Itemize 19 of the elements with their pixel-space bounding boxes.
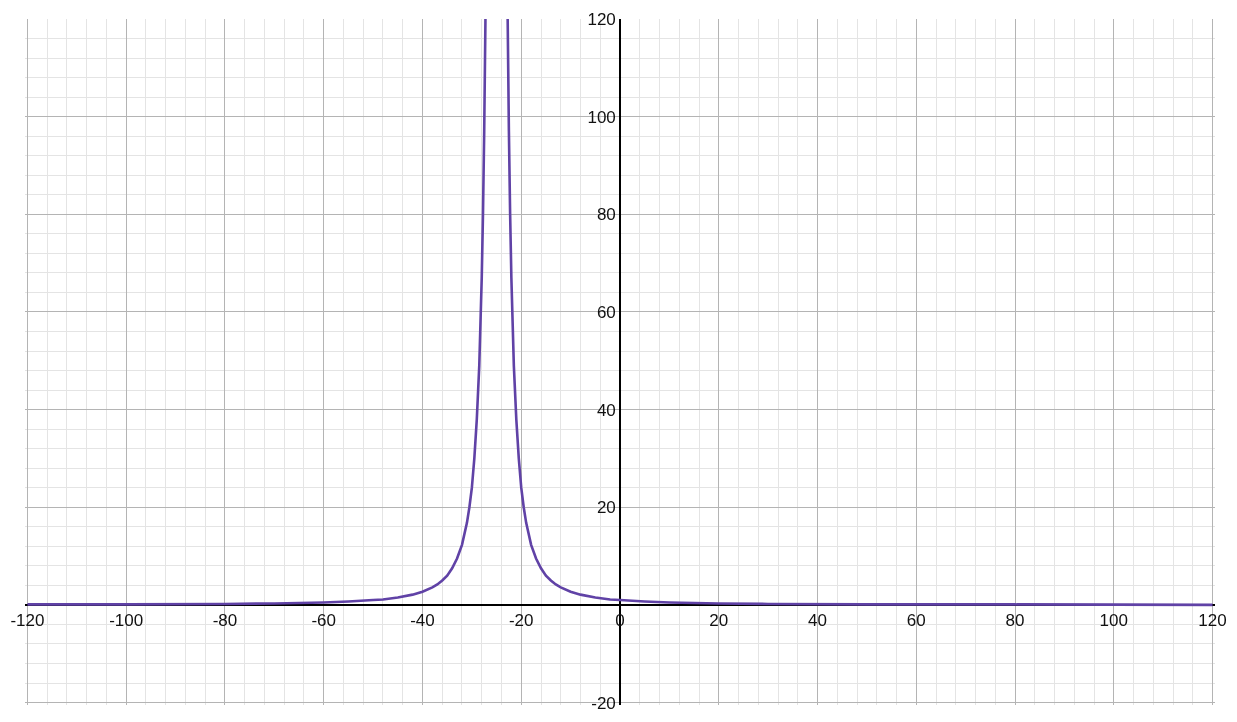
y-tick-label: 100 <box>587 107 616 127</box>
x-tick-label: -40 <box>410 611 435 631</box>
x-tick-label: 120 <box>1198 611 1227 631</box>
y-tick-label: 20 <box>596 498 616 518</box>
y-tick-label: 40 <box>596 400 616 420</box>
x-tick-label: -120 <box>10 611 45 631</box>
x-tick-label: -100 <box>109 611 144 631</box>
x-tick-label: -60 <box>311 611 337 631</box>
y-tick-label: 80 <box>596 205 616 225</box>
y-tick-label: -20 <box>591 693 616 713</box>
x-tick-label: 60 <box>906 611 926 631</box>
x-tick-label: 20 <box>709 611 729 631</box>
y-tick-label: 120 <box>587 9 616 29</box>
x-tick-label: -20 <box>508 611 534 631</box>
x-tick-label: -80 <box>212 611 238 631</box>
x-tick-label: 40 <box>808 611 827 631</box>
y-tick-label: 60 <box>596 302 616 322</box>
x-tick-label: 100 <box>1099 611 1128 631</box>
x-tick-label: 80 <box>1005 611 1025 631</box>
